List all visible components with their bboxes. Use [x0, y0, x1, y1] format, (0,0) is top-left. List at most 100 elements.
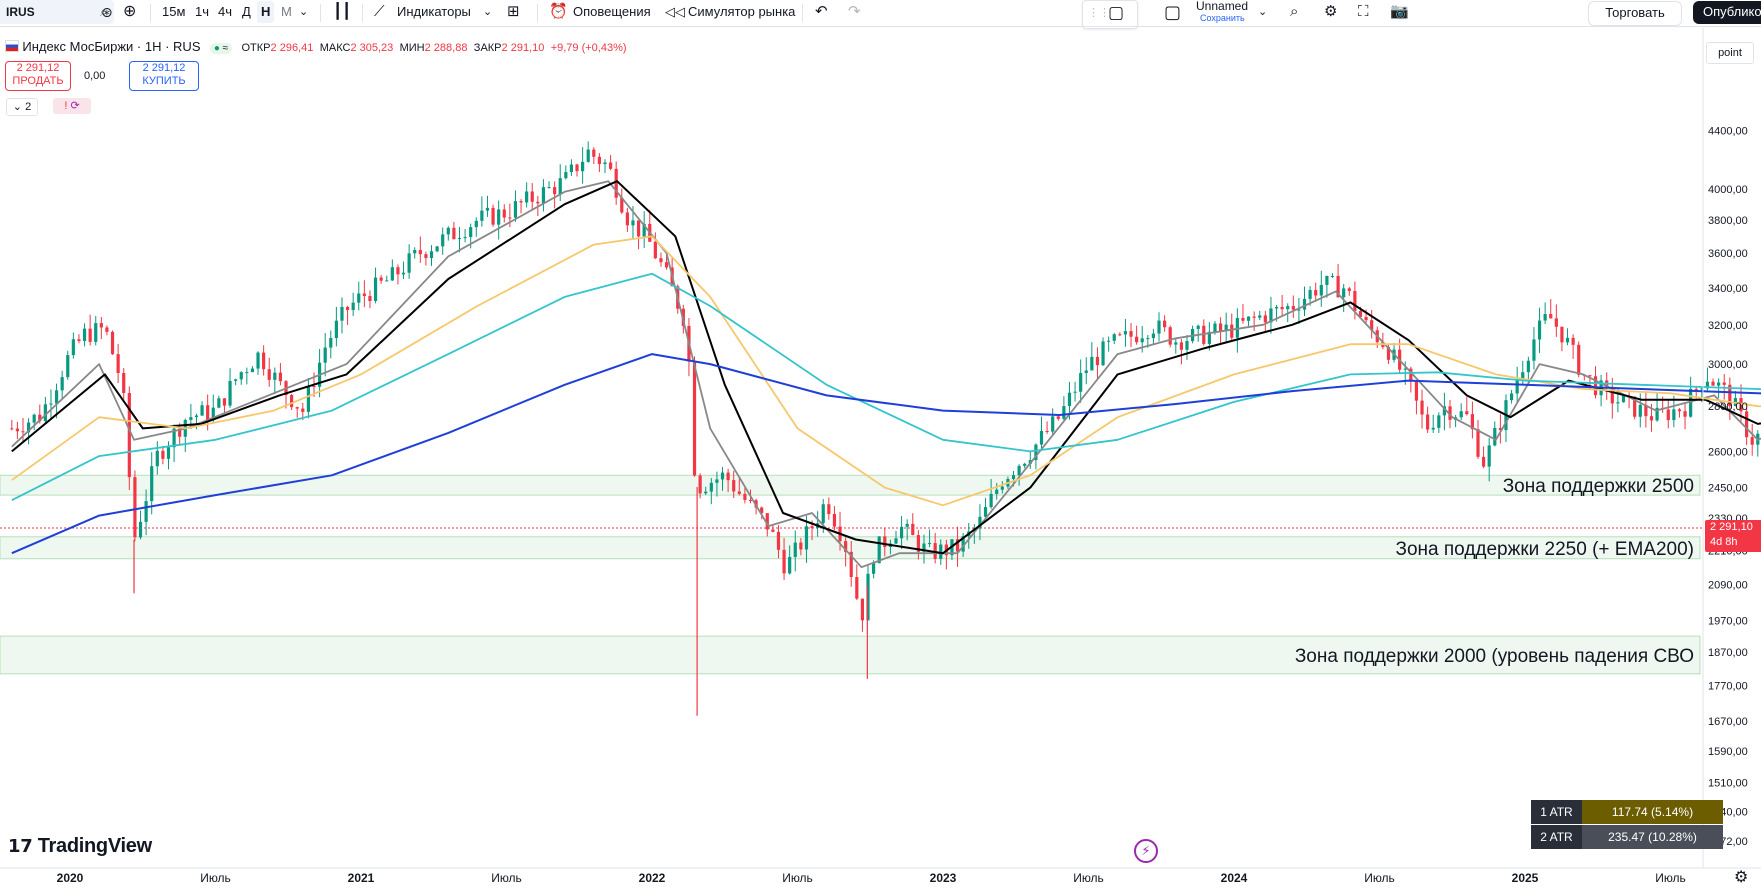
candle-body [1174, 342, 1178, 345]
candle-body [1521, 372, 1525, 381]
gear-icon[interactable]: ⚙ [1324, 3, 1338, 20]
candle-body [1621, 395, 1626, 403]
high-label: МАКС [319, 42, 351, 54]
indicators-collapse-toggle[interactable]: ⌄ 2 [6, 98, 38, 116]
tradingview-logo[interactable]: 𝟭𝟳 TradingView [8, 835, 152, 858]
interval-day[interactable]: Д [242, 4, 251, 19]
market-status-icon[interactable]: ● ≈ [209, 43, 233, 54]
add-symbol-icon[interactable]: ⊕ [123, 3, 137, 20]
lightning-icon[interactable]: ⚡ [1134, 839, 1158, 863]
candle-body [1107, 340, 1111, 342]
candle-body [463, 237, 467, 239]
chevron-down-icon[interactable]: ⌄ [483, 6, 493, 18]
ema-lines [11, 180, 1761, 569]
candle-body [1403, 368, 1407, 370]
time-tick-label: 2022 [639, 871, 666, 885]
gear-icon[interactable]: ⚙ [1734, 869, 1749, 886]
candle-body [1353, 290, 1357, 312]
candle-body [1745, 411, 1749, 438]
candle-body [1487, 445, 1491, 467]
time-tick-label: 2021 [348, 871, 375, 885]
candle-body [1207, 331, 1211, 344]
flag-icon [5, 40, 19, 52]
candle-body [1739, 398, 1743, 412]
candle-body [1280, 306, 1284, 310]
candle-body [1095, 356, 1100, 366]
candle-body [1336, 275, 1340, 298]
fullscreen-icon[interactable]: ⛶ [1358, 3, 1369, 20]
trade-button[interactable]: Торговать [1588, 1, 1682, 26]
symbol-search[interactable]: IRUS ⌕ [0, 0, 114, 24]
indicators-button[interactable]: Индикаторы [397, 4, 471, 19]
candle-body [1526, 360, 1530, 373]
redo-icon[interactable]: ↷ [848, 3, 861, 20]
time-axis[interactable]: 2020 Июль 2021 Июль 2022 Июль 2023 Июль 2024 Июль… [0, 867, 1761, 885]
candle-body [939, 544, 943, 559]
candle-body [547, 187, 551, 189]
layout-name[interactable]: Unnamed Сохранить [1196, 0, 1256, 24]
chevron-down-icon[interactable]: ⌄ [1258, 6, 1268, 18]
atr-row-1: 1 ATR 117.74 (5.14%) [1531, 800, 1723, 824]
replay-button[interactable]: Симулятор рынка [688, 4, 796, 19]
candle-body [1476, 429, 1480, 457]
camera-icon[interactable]: 📷 [1390, 3, 1409, 20]
replay-icon[interactable]: ◁◁ [665, 4, 685, 19]
save-label[interactable]: Сохранить [1200, 13, 1245, 23]
candle-body [1638, 404, 1642, 417]
time-tick-label: Июль [1364, 871, 1395, 885]
publish-button[interactable]: Опубликовать [1693, 1, 1761, 24]
price-chart[interactable]: Зона поддержки 2500 Зона поддержки 2250 (… [0, 28, 1761, 889]
candle-body [1241, 317, 1245, 321]
price-tick-label: 4000,00 [1708, 184, 1748, 196]
drawing-toolbar-toggle[interactable]: ⋮⋮ ▢ [1082, 0, 1138, 29]
candle-body [659, 258, 663, 263]
alerts-button[interactable]: Оповещения [573, 4, 651, 19]
templates-icon[interactable]: ⊞ [507, 3, 520, 20]
candle-body [1168, 327, 1172, 345]
candle-body [362, 293, 366, 297]
undo-icon[interactable]: ↶ [815, 3, 828, 20]
drag-handle-icon[interactable]: ⋮⋮ [1088, 7, 1110, 19]
candle-body [172, 428, 176, 448]
interval-week[interactable]: Н [257, 1, 275, 23]
layout-icon[interactable]: ▢ [1164, 2, 1182, 22]
symbol-title[interactable]: Индекс МосБиржи · 1Н · RUS [22, 39, 201, 54]
buy-button[interactable]: 2 291,12 КУПИТЬ [129, 61, 199, 91]
candle-body [1140, 338, 1144, 343]
candle-body [1571, 337, 1575, 345]
indicators-icon[interactable]: ⟋ [374, 3, 385, 20]
interval-4h[interactable]: 4ч [218, 4, 233, 19]
candle-body [569, 164, 574, 173]
candle-body [899, 526, 904, 539]
candle-body [396, 267, 400, 275]
alarm-clock-icon[interactable]: ⏰ [549, 3, 568, 20]
interval-15m[interactable]: 15м [162, 4, 186, 19]
interval-1h[interactable]: 1ч [195, 4, 210, 19]
candle-body [1358, 311, 1363, 317]
candles-icon[interactable]: ┃┃ [333, 3, 352, 20]
data-problem-badge[interactable]: ! ⟳ [53, 98, 91, 114]
candle-body [66, 355, 70, 378]
candle-body [765, 513, 769, 530]
candle-body [1616, 402, 1620, 404]
scale-mode-button[interactable]: point [1706, 42, 1754, 64]
candle-body [390, 267, 394, 281]
watchlist-icon[interactable]: ⊛ [101, 4, 113, 20]
candle-body [166, 447, 171, 459]
interval-month[interactable]: М [281, 4, 292, 19]
candle-body [1672, 409, 1676, 421]
sell-button[interactable]: 2 291,12 ПРОДАТЬ [5, 61, 71, 91]
candle-body [1649, 416, 1654, 421]
candle-body [1515, 380, 1519, 394]
candle-body [1370, 320, 1374, 331]
candle-body [1235, 317, 1239, 338]
divider [320, 4, 321, 22]
quick-search-icon[interactable]: ⌕ [1290, 3, 1299, 20]
candle-body [116, 354, 120, 373]
chevron-down-icon[interactable]: ⌄ [299, 6, 309, 18]
candle-body [586, 149, 590, 162]
price-axis[interactable]: 4400,00 4000,00 3800,00 3600,00 3400,00 3200,… [1702, 28, 1748, 868]
spread-value: 0,00 [84, 70, 106, 82]
candle-body [155, 450, 159, 467]
candle-body [194, 415, 199, 418]
